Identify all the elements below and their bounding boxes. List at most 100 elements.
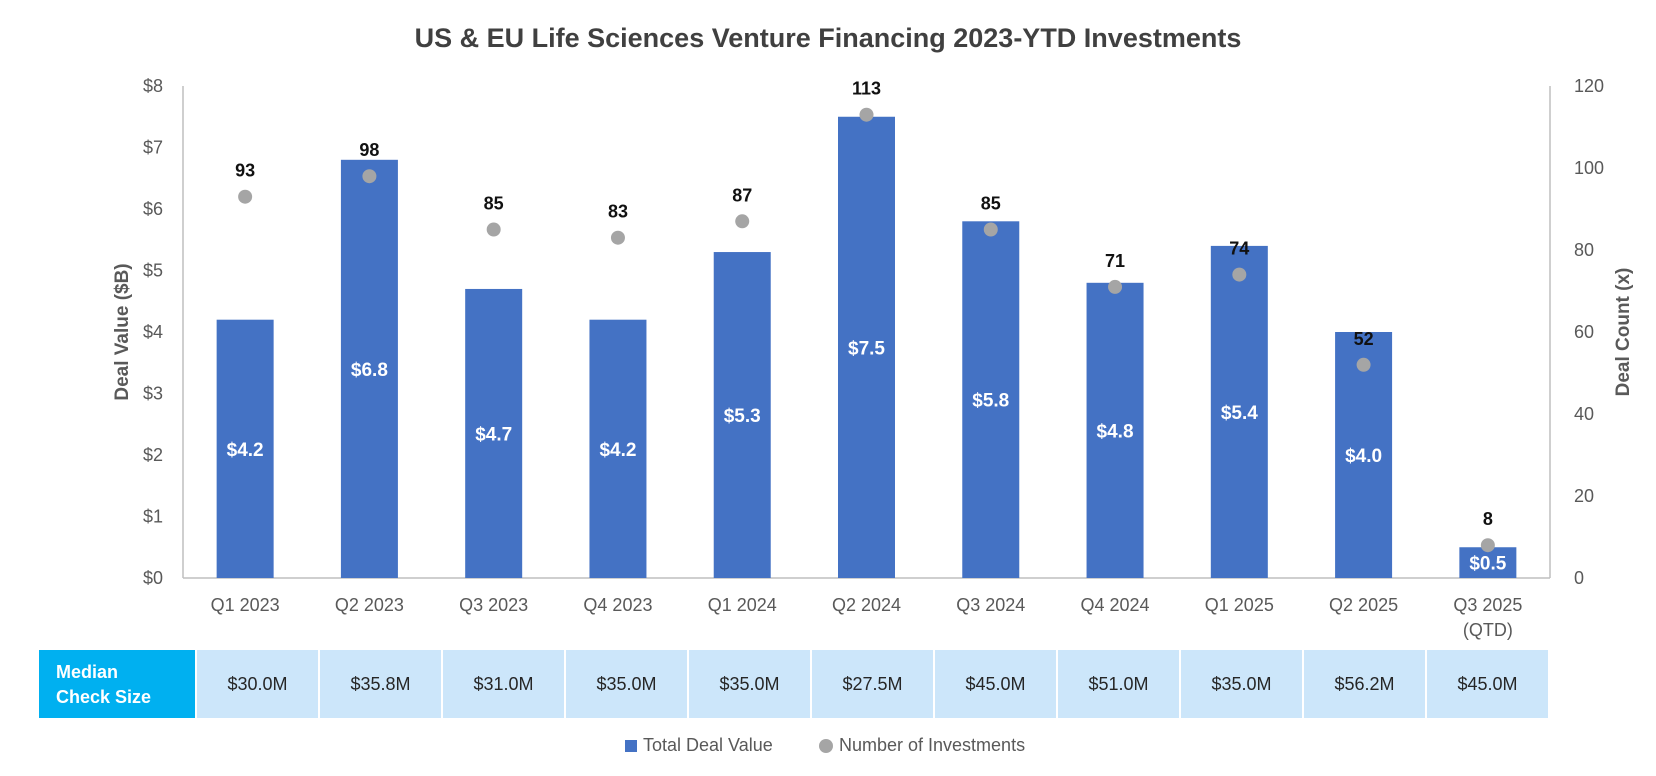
bar-total-deal-value	[1086, 282, 1144, 578]
dot-value-label: 93	[235, 161, 255, 181]
x-tick-label: Q2 2025	[1329, 595, 1398, 615]
x-tick-label: Q4 2023	[583, 595, 652, 615]
median-value-cell	[1427, 650, 1548, 718]
x-tick-label: Q3 2024	[956, 595, 1025, 615]
dot-number-of-investments	[1480, 538, 1495, 553]
bar-value-label: $4.8	[1097, 421, 1134, 442]
x-tick-label: Q2 2023	[335, 595, 404, 615]
bar-total-deal-value	[1459, 547, 1517, 578]
dot-value-label: 87	[732, 185, 752, 205]
y-tick-label-right: 100	[1574, 158, 1604, 178]
x-tick-label: Q3 2023	[459, 595, 528, 615]
median-value-label: $45.0M	[965, 674, 1025, 694]
y-tick-label-right: 80	[1574, 240, 1594, 260]
bar-total-deal-value	[216, 319, 274, 578]
dot-value-label: 85	[981, 194, 1001, 214]
median-value-label: $31.0M	[473, 674, 533, 694]
bar-value-label: $5.3	[724, 406, 761, 427]
dot-value-label: 74	[1229, 239, 1249, 259]
bar-value-label: $7.5	[848, 338, 885, 359]
dot-number-of-investments	[610, 230, 625, 245]
median-value-cell	[812, 650, 933, 718]
bars-group: $4.2 $6.8 $4.7 $4.2 $5.3 $7.5 $5.8 $4.8 $5.4 $4.0…	[216, 116, 1517, 579]
x-tick-label: Q1 2023	[211, 595, 280, 615]
bar-value-label: $0.5	[1469, 554, 1506, 575]
median-value-label: $35.8M	[350, 674, 410, 694]
dot-value-label: 113	[852, 79, 881, 99]
median-value-label: $56.2M	[1334, 674, 1394, 694]
dot-value-label: 52	[1354, 329, 1374, 349]
bar-total-deal-value	[962, 221, 1020, 579]
bar-total-deal-value	[1210, 245, 1268, 578]
y-tick-label-left: $7	[143, 138, 163, 158]
dot-number-of-investments	[238, 189, 253, 204]
dot-number-of-investments	[735, 214, 750, 229]
median-value-cell	[935, 650, 1056, 718]
x-tick-label: Q4 2024	[1081, 595, 1150, 615]
median-header-label: Check Size	[56, 687, 151, 707]
x-tick-label: Q1 2024	[708, 595, 777, 615]
legend-swatch-total-deal-value	[625, 740, 637, 752]
median-value-label: $35.0M	[719, 674, 779, 694]
dot-value-label: 83	[608, 202, 628, 222]
chart-title: US & EU Life Sciences Venture Financing …	[415, 23, 1242, 53]
axes: $0 $1 $2 $3 $4 $5 $6 $7 $8 0 20 40 60 80 100 120 Deal Va…	[112, 76, 1634, 588]
y-tick-label-right: 60	[1574, 322, 1594, 342]
bar-total-deal-value	[713, 252, 771, 579]
y-tick-label-right: 20	[1574, 486, 1594, 506]
bar-value-label: $4.0	[1345, 446, 1382, 467]
dot-number-of-investments	[362, 169, 377, 184]
x-tick-labels: Q1 2023 Q2 2023 Q3 2023 Q4 2023 Q1 2024 Q2 20…	[211, 595, 1523, 640]
y-tick-label-left: $4	[143, 322, 163, 342]
bar-value-label: $6.8	[351, 360, 388, 381]
y-axis-left-title: Deal Value ($B)	[112, 263, 133, 400]
dot-number-of-investments	[1356, 357, 1371, 372]
median-header-label: Median	[56, 662, 118, 682]
bar-total-deal-value	[340, 159, 398, 579]
y-tick-label-left: $5	[143, 261, 163, 281]
median-value-label: $30.0M	[227, 674, 287, 694]
median-value-cell	[689, 650, 810, 718]
bar-total-deal-value	[838, 116, 895, 578]
median-value-cell	[566, 650, 687, 718]
dot-value-label: 71	[1105, 251, 1125, 271]
y-tick-label-left: $6	[143, 199, 163, 219]
bar-value-label: $4.7	[475, 424, 512, 445]
median-value-label: $51.0M	[1088, 674, 1148, 694]
x-tick-label: (QTD)	[1463, 620, 1513, 640]
dots-group: 93 98 85 83 87 113 85 71 74 52 8	[235, 79, 1495, 553]
y-tick-label-right: 120	[1574, 76, 1604, 96]
x-tick-label: Q1 2025	[1205, 595, 1274, 615]
y-tick-label-left: $2	[143, 445, 163, 465]
dot-number-of-investments	[1232, 267, 1247, 282]
y-tick-label-right: 0	[1574, 568, 1584, 588]
y-tick-label-left: $8	[143, 76, 163, 96]
dot-value-label: 8	[1483, 509, 1493, 529]
median-value-label: $35.0M	[596, 674, 656, 694]
legend: Total Deal Value Number of Investments	[625, 735, 1025, 755]
median-value-cell	[320, 650, 441, 718]
dot-value-label: 98	[359, 140, 379, 160]
median-value-label: $35.0M	[1211, 674, 1271, 694]
legend-swatch-number-of-investments	[819, 739, 833, 753]
legend-label-number-of-investments: Number of Investments	[839, 735, 1025, 755]
bar-value-label: $5.4	[1221, 403, 1258, 424]
bar-total-deal-value	[589, 319, 647, 578]
y-axis-right-title: Deal Count (x)	[1613, 268, 1634, 397]
median-value-cell	[1058, 650, 1179, 718]
x-tick-label: Q3 2025	[1453, 595, 1522, 615]
dot-number-of-investments	[1108, 279, 1123, 294]
legend-label-total-deal-value: Total Deal Value	[643, 735, 773, 755]
median-header-cell	[39, 650, 195, 718]
median-value-label: $45.0M	[1457, 674, 1517, 694]
median-value-label: $27.5M	[842, 674, 902, 694]
median-value-cell	[1181, 650, 1302, 718]
dot-number-of-investments	[983, 222, 998, 237]
bar-total-deal-value	[465, 288, 523, 578]
median-value-cell	[197, 650, 318, 718]
bar-value-label: $5.8	[972, 391, 1009, 412]
y-tick-label-left: $3	[143, 384, 163, 404]
median-value-cell	[1304, 650, 1425, 718]
median-check-size-table: Median Check Size $30.0M $35.8M $31.0M $35.0M…	[39, 650, 1548, 718]
